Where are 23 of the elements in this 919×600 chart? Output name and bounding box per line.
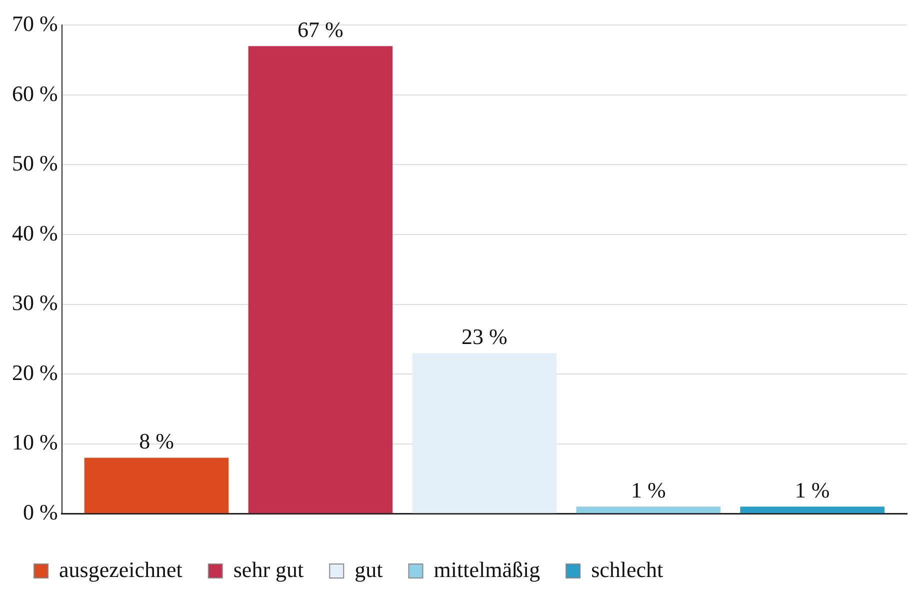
y-tick-label: 30 %: [12, 290, 58, 316]
data-label: 23 %: [462, 324, 508, 349]
bar: [576, 506, 721, 514]
legend-label: sehr gut: [233, 556, 304, 582]
bar: [740, 506, 884, 514]
y-tick-label: 10 %: [12, 430, 58, 455]
legend-label: schlecht: [591, 556, 664, 582]
legend-label: mittelmäßig: [434, 556, 540, 582]
legend-label: gut: [354, 556, 383, 582]
data-label: 1 %: [630, 477, 666, 502]
legend-label: ausgezeichnet: [59, 556, 182, 582]
y-tick-label: 70 %: [12, 10, 58, 36]
y-tick-label: 50 %: [12, 150, 58, 176]
data-label: 1 %: [794, 477, 830, 502]
y-tick-label: 60 %: [12, 80, 58, 106]
bar: [412, 353, 557, 514]
y-tick-label: 20 %: [12, 360, 58, 385]
data-label: 8 %: [139, 428, 174, 454]
bar: [248, 46, 393, 514]
bar: [84, 458, 229, 514]
data-label: 67 %: [298, 16, 344, 42]
y-tick-label: 0 %: [23, 499, 58, 524]
y-tick-label: 40 %: [12, 220, 58, 246]
